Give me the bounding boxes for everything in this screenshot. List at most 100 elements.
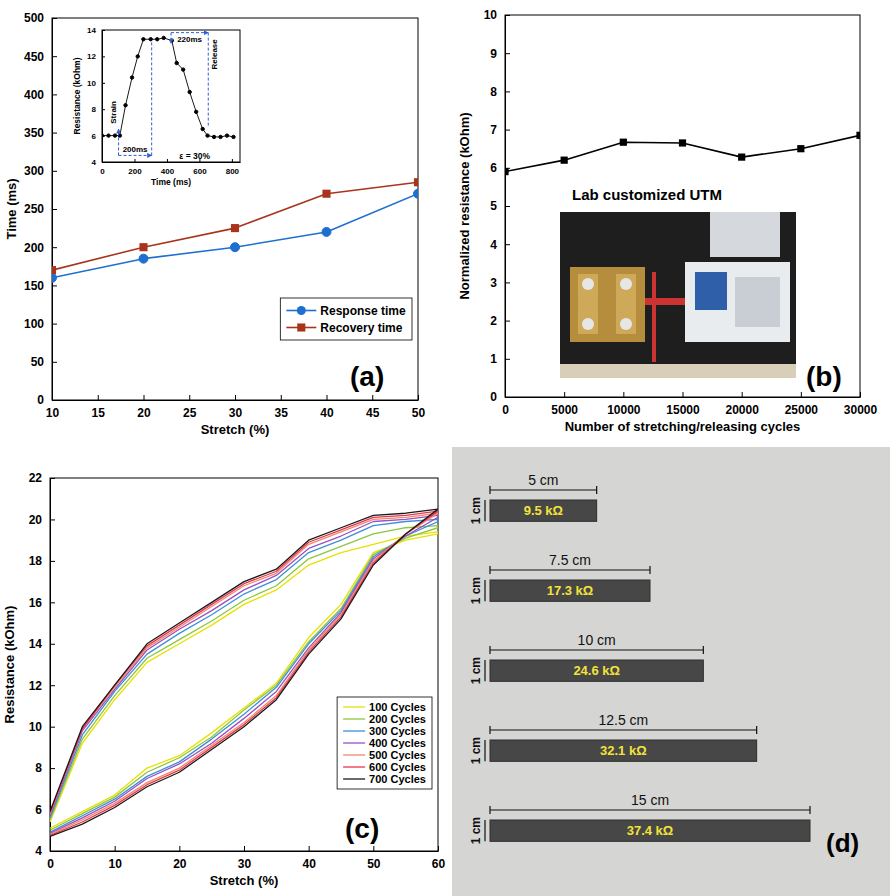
x-tick-mark <box>742 392 743 397</box>
plot-frame <box>50 478 438 851</box>
x-tick-label: 50 <box>412 406 426 420</box>
x-tick-label: 60 <box>432 857 446 871</box>
x-tick-mark <box>144 395 145 400</box>
y-tick-label: 20 <box>29 513 43 527</box>
photo-part <box>582 318 594 330</box>
photo-part <box>560 364 796 378</box>
y-axis-title: Resistance (kOhm) <box>2 606 17 724</box>
x-axis-title: Stretch (%) <box>210 873 279 888</box>
y-tick: 8 <box>490 85 510 99</box>
x-tick-mark <box>801 392 802 397</box>
y-tick-label: 22 <box>29 471 43 485</box>
y-tick: 4 <box>490 238 510 252</box>
x-tick: 10000 <box>607 392 641 417</box>
photo-part <box>582 278 594 290</box>
y-tick-label: 450 <box>24 50 44 64</box>
figure: 1015202530354045500501001502002503003504… <box>0 0 890 896</box>
x-tick: 20 <box>173 846 187 871</box>
y-tick-mark <box>505 359 510 360</box>
x-tick-label: 800 <box>226 167 240 176</box>
resistance-label: 17.3 kΩ <box>547 583 594 598</box>
x-tick-label: 25 <box>183 406 197 420</box>
y-tick-mark <box>505 53 510 54</box>
series-line <box>505 135 860 171</box>
point-marker <box>175 61 178 64</box>
point-marker <box>232 135 235 138</box>
x-tick: 5000 <box>551 392 578 417</box>
annotation-line <box>171 33 172 44</box>
legend-label: 600 Cycles <box>369 761 426 773</box>
legend-swatch <box>343 718 365 719</box>
plot-frame <box>52 18 418 400</box>
y-tick-label: 4 <box>35 844 42 858</box>
y-tick-mark <box>50 519 55 520</box>
y-tick-label: 10 <box>484 8 498 22</box>
y-tick-label: 7 <box>490 123 497 137</box>
y-tick-label: 8 <box>35 761 42 775</box>
y-axis: 050100150200250300350400450500 <box>24 11 57 407</box>
x-tick-label: 0 <box>502 403 509 417</box>
legend-marker <box>297 323 305 331</box>
y-tick: 500 <box>24 11 57 25</box>
y-tick-mark <box>505 282 510 283</box>
point-marker <box>162 36 165 39</box>
y-axis: 46810121416182022 <box>29 471 55 858</box>
x-axis: 101520253035404550 <box>46 395 426 420</box>
point-marker <box>156 38 159 41</box>
y-tick-mark <box>505 244 510 245</box>
y-tick-label: 8 <box>490 85 497 99</box>
x-tick: 20 <box>137 395 151 420</box>
y-tick: 14 <box>29 637 55 651</box>
x-tick-label: 40 <box>320 406 334 420</box>
photo-caption: Lab customized UTM <box>572 186 722 203</box>
x-tick-label: 35 <box>275 406 289 420</box>
photo-part <box>695 272 727 310</box>
series-line <box>50 515 438 833</box>
series-line <box>102 38 234 137</box>
x-axis-line <box>103 162 241 163</box>
annotation: ε = 30% <box>179 151 210 161</box>
y-tick-mark <box>505 397 510 398</box>
point-marker <box>219 135 222 138</box>
x-tick: 30 <box>229 395 243 420</box>
y-tick: 14 <box>87 26 105 35</box>
series-line <box>50 509 438 836</box>
x-tick: 15 <box>92 395 106 420</box>
y-tick-mark <box>50 727 55 728</box>
length-label: 7.5 cm <box>549 552 591 568</box>
y-tick-mark <box>102 109 105 110</box>
x-tick-mark <box>244 846 245 851</box>
y-tick-label: 10 <box>87 79 96 88</box>
y-tick-label: 1 <box>490 352 497 366</box>
annotation-arrows <box>119 33 209 156</box>
plot-frame <box>505 15 860 397</box>
x-axis: 0200400600800 <box>100 159 240 176</box>
point-marker <box>856 132 860 139</box>
y-tick-label: 14 <box>29 637 43 651</box>
photo-part <box>710 212 780 257</box>
y-tick: 300 <box>24 164 57 178</box>
x-tick-label: 15000 <box>666 403 700 417</box>
y-tick-label: 150 <box>24 279 44 293</box>
panel-letter: (d) <box>826 828 859 858</box>
y-tick-mark <box>505 321 510 322</box>
point-marker <box>225 134 228 137</box>
width-label: 1 cm <box>469 737 483 764</box>
photo-part <box>685 262 790 342</box>
x-tick-label: 400 <box>161 167 175 176</box>
width-label: 1 cm <box>469 657 483 684</box>
x-tick-mark <box>860 392 861 397</box>
x-tick-mark <box>418 395 419 400</box>
y-tick-mark <box>52 285 57 286</box>
y-tick-mark <box>50 478 55 479</box>
y-tick: 250 <box>24 202 57 216</box>
x-tick: 30000 <box>844 392 878 417</box>
length-label: 12.5 cm <box>598 712 648 728</box>
inset-background <box>64 24 246 194</box>
x-tick-mark <box>189 395 190 400</box>
length-label: 15 cm <box>631 792 669 808</box>
x-tick: 50 <box>412 395 426 420</box>
y-tick-mark <box>50 768 55 769</box>
y-axis: 468101214 <box>87 26 105 167</box>
x-tick-label: 10000 <box>607 403 641 417</box>
